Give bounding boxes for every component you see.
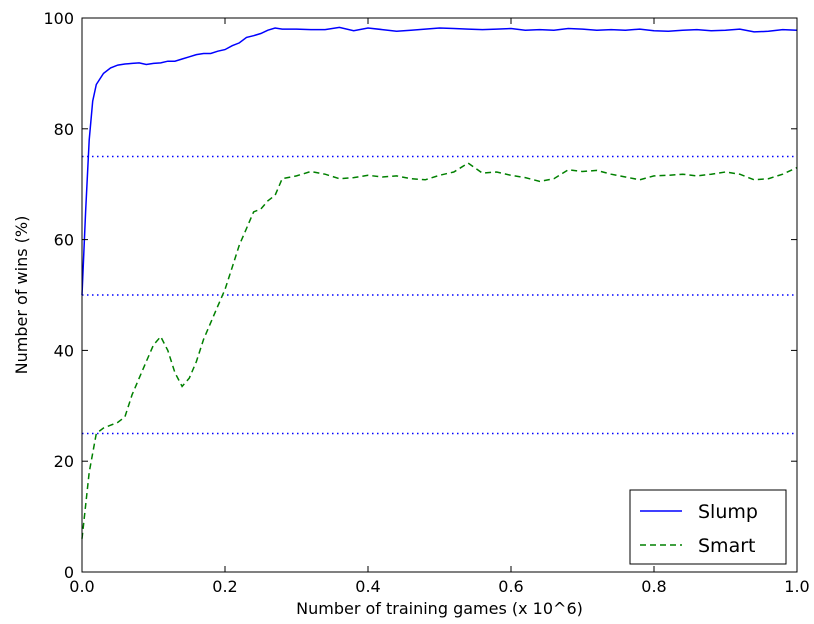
plot-area-frame [81,17,798,573]
x-tick-label: 0.2 [212,577,237,596]
x-tick-label: 1.0 [784,577,809,596]
y-tick-label: 20 [54,452,74,471]
y-axis-label: Number of wins (%) [12,216,31,375]
legend: Slump Smart [629,489,787,565]
series-line-slump [81,26,798,296]
series-lines [81,26,798,539]
y-tick-label: 100 [43,9,74,28]
legend-box [629,489,787,565]
reference-lines [82,155,797,435]
x-tick-label: 0.0 [69,577,94,596]
x-tick-label: 0.6 [498,577,523,596]
y-axis-ticks: 0 20 40 60 80 100 [43,9,797,582]
x-axis-ticks: 0.0 0.2 0.4 0.6 0.8 1.0 [69,18,810,596]
y-tick-label: 80 [54,120,74,139]
x-tick-label: 0.4 [355,577,380,596]
y-tick-label: 40 [54,341,74,360]
x-tick-label: 0.8 [641,577,666,596]
x-axis-label: Number of training games (x 10^6) [296,599,583,618]
legend-label-slump: Slump [698,501,758,523]
y-tick-label: 60 [54,231,74,250]
y-tick-label: 0 [64,563,74,582]
series-line-smart [81,162,798,539]
legend-label-smart: Smart [698,535,755,557]
